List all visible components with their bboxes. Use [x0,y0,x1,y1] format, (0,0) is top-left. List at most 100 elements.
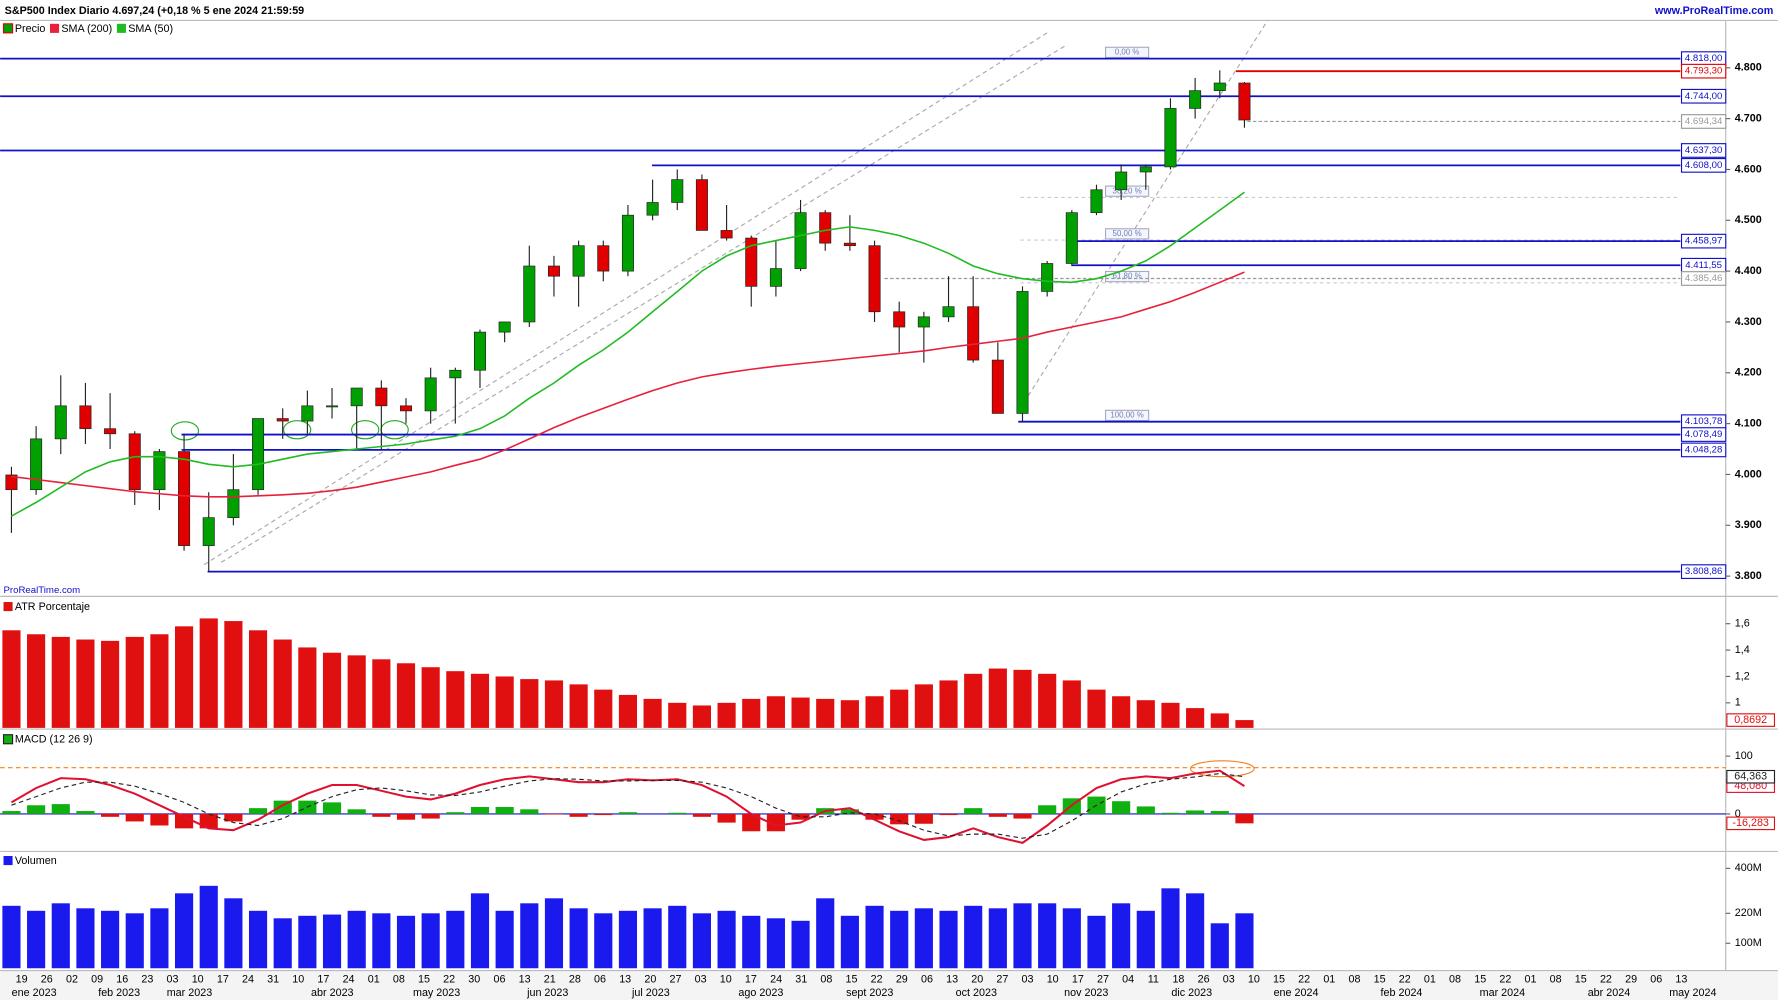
last-value-label: -16,283 [1732,817,1769,829]
x-tick-label: 22 [871,973,883,985]
candle-body [572,245,585,277]
x-tick-label: 27 [669,973,681,985]
level-label: 4.048,28 [1685,444,1722,455]
candle-body [991,359,1004,414]
y-tick-label: 0 [1735,808,1741,820]
x-tick-label: 15 [1474,973,1486,985]
legend-swatch [2,23,14,34]
x-tick-label: 15 [1273,973,1285,985]
y-tick-label: 220M [1735,907,1762,919]
bar [816,698,835,728]
legend-swatch [3,602,13,612]
y-tick-label: 4.700 [1735,112,1762,124]
last-value-box [1726,713,1776,727]
candle-body [671,179,684,203]
bar [248,910,268,969]
bar [347,910,366,969]
x-tick-label: 28 [569,973,581,985]
x-axis-band [0,970,1778,1000]
legend-label: SMA (200) [61,23,112,35]
histogram-bar [372,813,391,817]
site-link[interactable]: www.ProRealTime.com [1654,5,1773,17]
histogram-bar [594,813,613,816]
level-label-box [1680,63,1727,79]
candle-body [1213,82,1226,91]
histogram-bar [569,813,588,817]
fib-label-box [1104,228,1150,240]
histogram-bar [76,811,95,814]
x-tick-label: 03 [1022,973,1034,985]
bar [322,914,342,969]
bar [470,673,490,728]
panel-label: MACD (12 26 9) [15,734,93,746]
bar [964,673,983,728]
bar [766,696,785,728]
x-tick-label: 06 [921,973,933,985]
x-tick-label: 08 [1449,973,1461,985]
bar [298,647,317,728]
bar [27,910,46,969]
bar [1136,700,1155,728]
fib-label: 38,20 % [1113,186,1142,195]
y-tick-label: 1,2 [1735,670,1750,682]
x-tick-label: 06 [594,973,606,985]
bar [1186,893,1205,969]
bar [569,908,588,969]
candle-body [1164,108,1177,168]
x-tick-label: 17 [1072,973,1084,985]
histogram-bar [520,809,539,814]
y-tick-label: 4.400 [1735,265,1762,277]
bar [421,913,440,969]
candle-body [646,202,659,216]
month-label: feb 2023 [98,987,140,999]
level-label: 4.411,55 [1685,260,1722,271]
bar [1161,702,1180,728]
bar [199,885,218,969]
x-tick-label: 15 [418,973,430,985]
candle-body [917,316,930,328]
y-tick-label: 4.300 [1735,316,1762,328]
highlight [170,421,200,441]
bar [76,639,95,728]
bar [298,915,317,969]
month-label: abr 2024 [1588,987,1631,999]
bar [939,910,958,969]
histogram-bar [470,806,490,814]
y-tick-label: 400M [1735,862,1762,874]
bar [1112,903,1131,969]
legend-swatch [2,734,14,745]
bar [2,905,21,969]
month-label: may 2024 [1669,987,1716,999]
candle-body [178,451,191,546]
bar [27,634,46,728]
highlight [1190,760,1255,778]
bar [1013,903,1032,969]
level-label: 4.458,97 [1685,236,1722,247]
x-tick-label: 23 [141,973,153,985]
bar [742,698,761,728]
candle-body [276,418,289,422]
x-tick-label: 24 [343,973,355,985]
candle-body [227,489,240,518]
x-tick-label: 10 [720,973,732,985]
candle-body [301,405,314,422]
fib-label-box [1104,46,1150,59]
x-tick-label: 01 [368,973,380,985]
histogram-bar [2,811,21,814]
x-tick-label: 22 [1399,973,1411,985]
histogram-bar [27,805,46,814]
month-label: ene 2024 [1274,987,1319,999]
x-tick-label: 01 [1323,973,1335,985]
level-label-box [1680,442,1727,458]
x-tick-label: 29 [896,973,908,985]
bar [914,908,933,969]
histogram-bar [248,808,268,814]
x-tick-label: 18 [1172,973,1184,985]
x-tick-label: 08 [820,973,832,985]
bar [446,671,465,728]
x-tick-label: 08 [393,973,405,985]
candle-body [1090,189,1103,213]
candle-body [621,214,634,272]
candle-body [745,237,758,287]
